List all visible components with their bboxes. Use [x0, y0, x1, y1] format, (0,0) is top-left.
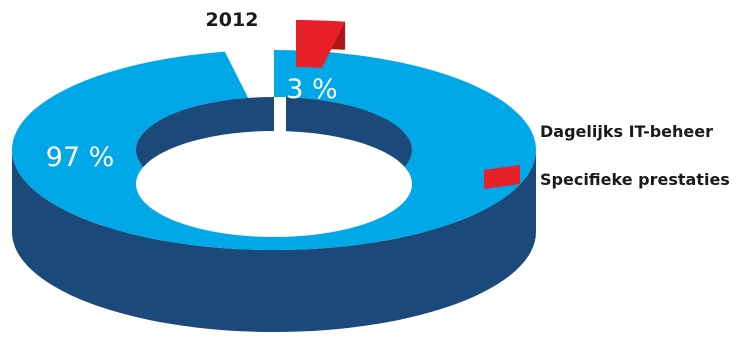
donut-hole: [136, 97, 412, 237]
legend: Dagelijks IT-beheer Specifieke prestatie…: [484, 120, 730, 189]
slice-label-dagelijks: 97 %: [46, 142, 115, 173]
slice-cut-face: [274, 97, 286, 157]
legend-label-dagelijks: Dagelijks IT-beheer: [540, 122, 713, 141]
slice-label-specifieke: 3 %: [286, 74, 337, 105]
legend-swatch-dagelijks: [484, 120, 520, 142]
legend-swatch-specifieke: [484, 165, 520, 189]
donut-depth: [12, 150, 536, 332]
legend-label-specifieke: Specifieke prestaties: [540, 170, 730, 189]
chart-title: 2012: [206, 9, 259, 31]
slice-specifieke: [296, 20, 346, 68]
exploded-slice-group: [296, 20, 346, 68]
hole-opening: [136, 131, 412, 237]
outer-side-wall: [12, 150, 536, 332]
